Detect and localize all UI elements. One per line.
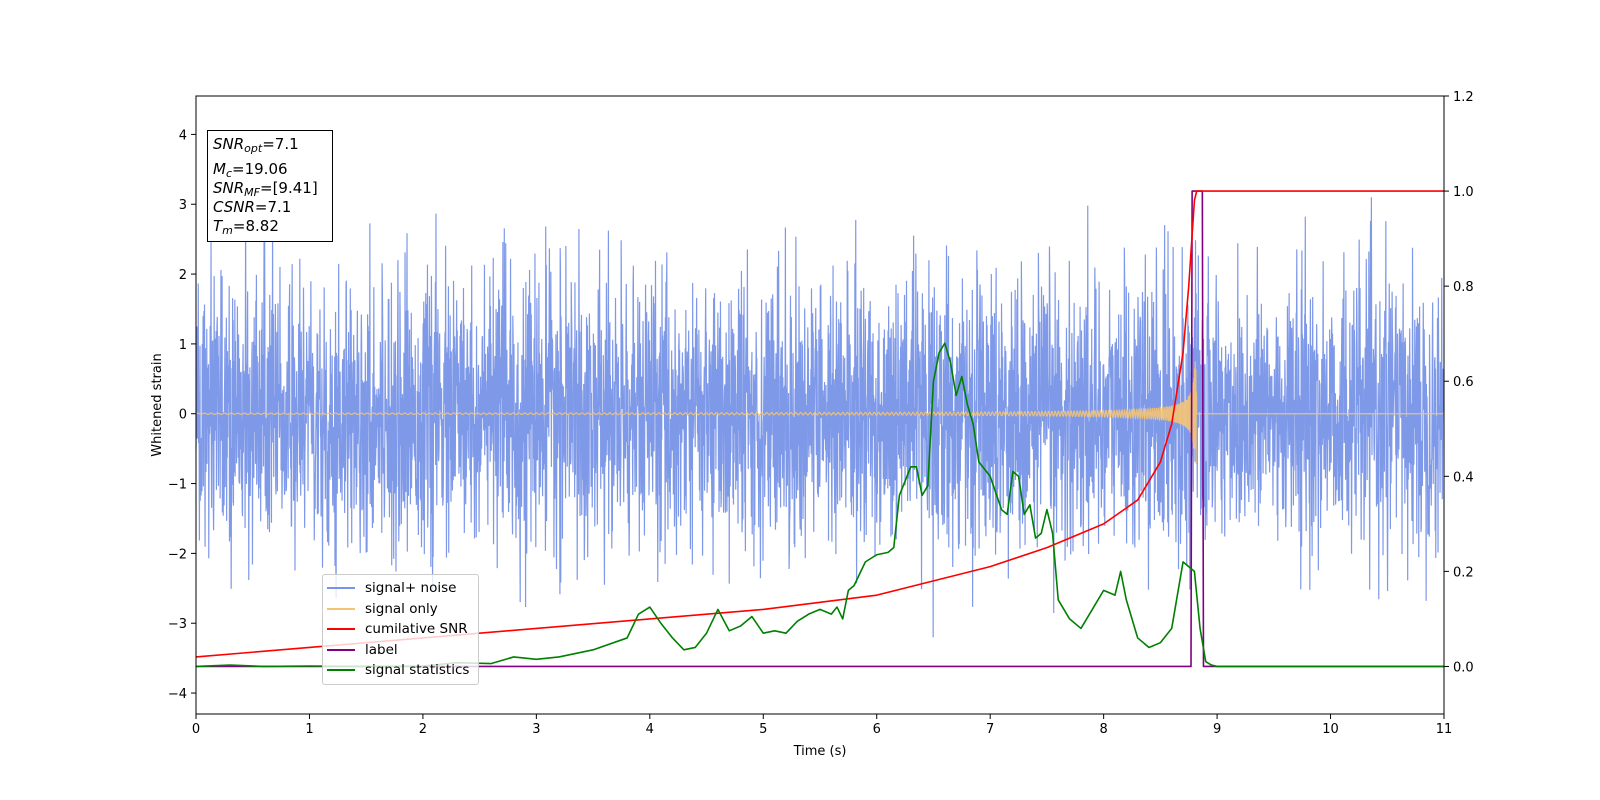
mc-value: =19.06 (232, 160, 288, 178)
y-left-tick-label: 0 (179, 408, 187, 423)
legend-item-cumulative-snr: cumilative SNR (327, 619, 474, 640)
legend-item-signal-only: signal only (327, 599, 474, 620)
legend-item-signal-statistics: signal statistics (327, 660, 474, 681)
series-signal-only (196, 361, 1444, 465)
y-left-tick-label: −3 (168, 617, 187, 632)
legend-swatch (327, 607, 355, 610)
x-tick-label: 11 (1436, 722, 1453, 737)
y-left-tick-label: −4 (168, 687, 187, 702)
legend-label: signal+ noise (365, 580, 457, 596)
x-tick-label: 1 (305, 722, 313, 737)
y-right-tick-label: 1.2 (1453, 90, 1474, 105)
legend-swatch (327, 628, 355, 631)
tm-value: =8.82 (232, 217, 279, 235)
y-right-tick-label: 0.0 (1453, 660, 1474, 675)
y-left-tick-label: 2 (179, 268, 187, 283)
x-tick-label: 8 (1099, 722, 1107, 737)
legend-item-label: label (327, 640, 474, 661)
cumulative-snr-line (196, 190, 1444, 658)
y-right-tick-label: 0.2 (1453, 565, 1474, 580)
y-left-tick-label: 3 (179, 198, 187, 213)
signal-only-line (196, 361, 1444, 465)
plot-frame (195, 95, 1445, 715)
y-right-tick-label: 1.0 (1453, 185, 1474, 200)
tm-line: Tm=8.82 (213, 217, 279, 237)
signal-plus-noise-line (196, 197, 1444, 638)
x-tick-label: 0 (192, 722, 200, 737)
legend-item-signal-plus-noise: signal+ noise (327, 578, 474, 599)
csnr-line: CSNR=7.1 (213, 198, 292, 216)
x-tick-label: 4 (646, 722, 654, 737)
y-axis-title: Whitened strain (150, 353, 165, 456)
legend-swatch (327, 587, 355, 590)
y-left-tick-label: 1 (179, 338, 187, 353)
signal-statistics-line (196, 342, 1444, 668)
y-left-tick-label: 4 (179, 128, 187, 143)
series-signal-plus-noise (196, 197, 1444, 638)
x-tick-label: 2 (419, 722, 427, 737)
legend-swatch (327, 669, 355, 672)
y-right-tick-label: 0.6 (1453, 375, 1474, 390)
snr-mf-value: =[9.41] (260, 179, 318, 197)
snr-opt-value: =7.1 (262, 135, 299, 153)
legend-label: cumilative SNR (365, 621, 468, 637)
x-tick-label: 3 (532, 722, 540, 737)
y-axis-left: −4 −3 −2 −1 0 1 2 3 4 (168, 128, 196, 702)
snr-opt-line: SNRopt=7.1 (213, 135, 299, 155)
y-left-tick-label: −1 (168, 478, 187, 493)
csnr-value: =7.1 (254, 198, 292, 216)
legend-label: label (365, 641, 398, 658)
legend: signal+ noise signal only cumilative SNR… (322, 574, 479, 685)
x-axis-title: Time (s) (793, 744, 847, 759)
x-axis: 0 1 2 3 4 5 6 7 8 9 10 11 (192, 714, 1452, 737)
legend-swatch (327, 648, 355, 651)
y-right-tick-label: 0.4 (1453, 470, 1474, 485)
x-tick-label: 9 (1213, 722, 1221, 737)
right-axis-series (196, 190, 1444, 668)
parameters-annotation-box: SNRopt=7.1 Mc=19.06 SNRMF=[9.41] CSNR=7.… (207, 130, 333, 242)
legend-label: signal statistics (365, 662, 470, 678)
x-tick-label: 7 (986, 722, 994, 737)
x-tick-label: 6 (873, 722, 881, 737)
legend-label: signal only (365, 600, 438, 617)
y-left-tick-label: −2 (168, 547, 187, 562)
snr-mf-line: SNRMF=[9.41] (213, 179, 318, 199)
x-tick-label: 10 (1322, 722, 1339, 737)
x-tick-label: 5 (759, 722, 767, 737)
y-axis-right: 0.0 0.2 0.4 0.6 0.8 1.0 1.2 (1444, 90, 1474, 675)
y-right-tick-label: 0.8 (1453, 280, 1474, 295)
mc-line: Mc=19.06 (213, 160, 288, 180)
